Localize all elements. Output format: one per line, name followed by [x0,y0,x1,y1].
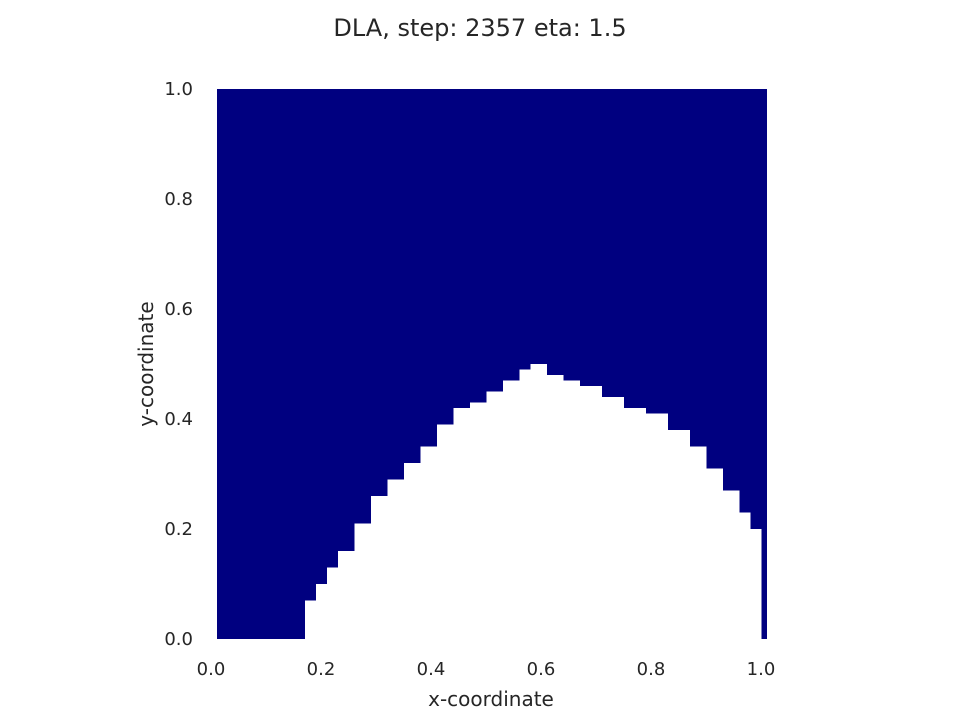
y-axis-label: y-coordinate [134,301,158,426]
x-tick-label: 0.6 [527,659,556,680]
dla-cluster [305,364,762,639]
y-tick-label: 0.8 [164,189,193,210]
y-tick-label: 0.4 [164,409,193,430]
chart-title: DLA, step: 2357 eta: 1.5 [333,14,626,42]
y-tick-label: 0.2 [164,519,193,540]
x-axis-label: x-coordinate [428,687,554,711]
x-tick-label: 0.4 [417,659,446,680]
y-tick-label: 1.0 [164,79,193,100]
x-tick-label: 0.8 [637,659,666,680]
y-tick-label: 0.6 [164,299,193,320]
x-tick-label: 0.0 [197,659,226,680]
x-tick-label: 0.2 [307,659,336,680]
plot-area [217,89,767,639]
y-tick-label: 0.0 [164,629,193,650]
x-axis-ticks: 0.0 0.2 0.4 0.6 0.8 1.0 [197,659,776,680]
x-tick-label: 1.0 [747,659,776,680]
y-axis-ticks: 0.0 0.2 0.4 0.6 0.8 1.0 [164,79,193,650]
